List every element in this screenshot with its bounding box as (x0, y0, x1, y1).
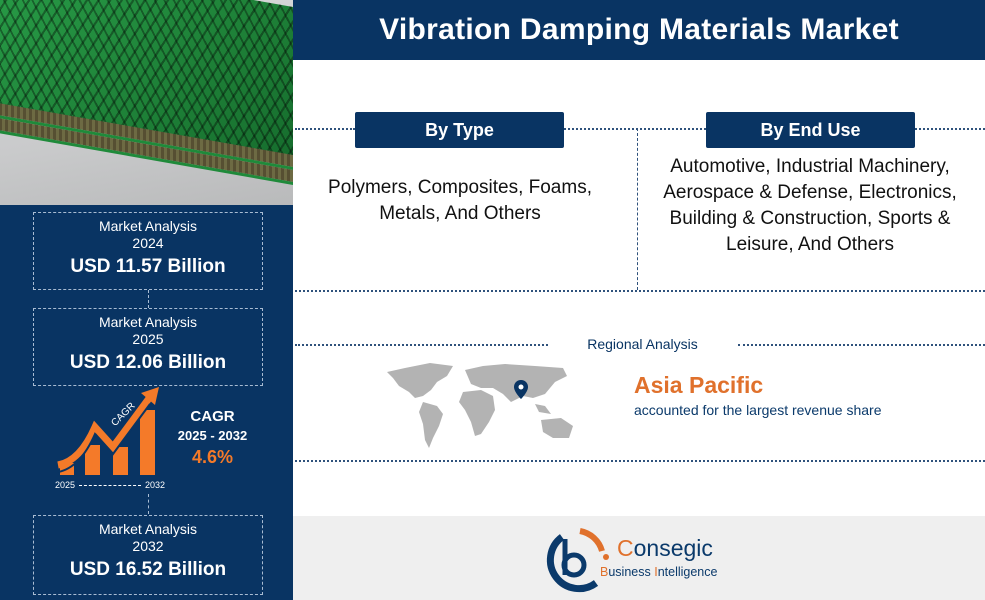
cagr-growth-chart-icon: CAGR (57, 387, 159, 475)
market-analysis-year: 2032 (132, 538, 164, 554)
by-type-text: Polymers, Composites, Foams, Metals, And… (328, 177, 592, 224)
divider (738, 344, 985, 346)
cagr-period: 2025 - 2032 (177, 428, 248, 443)
connector (148, 290, 149, 308)
divider (637, 128, 638, 290)
divider (915, 128, 985, 130)
divider (564, 128, 706, 130)
market-analysis-label: Market Analysis (98, 218, 198, 234)
cagr-summary: CAGR 2025 - 2032 4.6% (170, 408, 255, 468)
market-analysis-year: 2024 (132, 235, 164, 251)
consegic-logo-icon (546, 528, 609, 593)
market-analysis-value: USD 16.52 Billion (69, 559, 227, 580)
arrow-right-icon (79, 484, 141, 486)
cagr-title: CAGR (190, 408, 235, 425)
divider (295, 460, 985, 462)
page-header: Vibration Damping Materials Market (293, 0, 985, 60)
regional-analysis-label: Regional Analysis (587, 336, 698, 352)
left-panel: Market Analysis 2024 USD 11.57 Billion M… (0, 0, 293, 600)
cagr-axis-end: 2032 (144, 480, 165, 490)
market-analysis-label: Market Analysis (98, 521, 198, 537)
by-end-use-label: By End Use (706, 112, 915, 148)
market-analysis-value: USD 12.06 Billion (69, 352, 227, 373)
cagr-axis-start: 2025 (55, 480, 76, 490)
hero-image (0, 0, 293, 205)
logo-name: Consegic (617, 535, 713, 561)
by-end-use-text: Automotive, Industrial Machinery, Aerosp… (663, 156, 957, 255)
cagr-value: 4.6% (191, 447, 234, 467)
divider (295, 128, 355, 130)
divider (295, 344, 548, 346)
market-analysis-year: 2025 (132, 331, 164, 347)
world-map-icon (387, 363, 573, 448)
market-analysis-label: Market Analysis (98, 314, 198, 330)
cagr-axis: 2025 2032 (55, 480, 165, 490)
market-analysis-value: USD 11.57 Billion (70, 256, 226, 277)
top-region: Asia Pacific (634, 372, 764, 398)
market-analysis-2025: Market Analysis 2025 USD 12.06 Billion (33, 308, 263, 386)
by-type-label: By Type (355, 112, 564, 148)
page-title: Vibration Damping Materials Market (379, 13, 899, 46)
connector (148, 494, 149, 514)
footer (293, 516, 985, 600)
divider (295, 290, 985, 292)
location-pin-icon (514, 380, 528, 399)
market-analysis-2032: Market Analysis 2032 USD 16.52 Billion (33, 515, 263, 595)
region-description: accounted for the largest revenue share (634, 402, 882, 418)
market-analysis-2024: Market Analysis 2024 USD 11.57 Billion (33, 212, 263, 290)
logo-tagline: Business Intelligence (600, 565, 718, 579)
